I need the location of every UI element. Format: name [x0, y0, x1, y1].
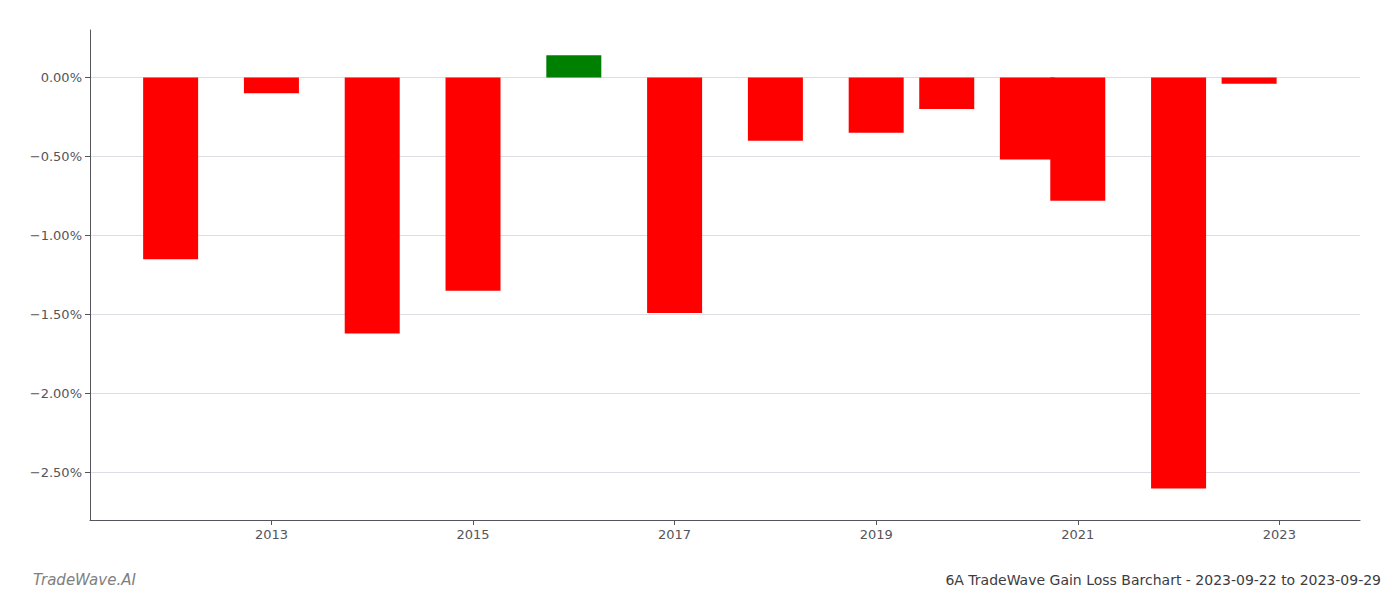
svg-text:−1.50%: −1.50% — [30, 307, 82, 322]
svg-text:0.00%: 0.00% — [41, 70, 82, 85]
svg-text:2021: 2021 — [1061, 527, 1094, 542]
svg-text:−2.50%: −2.50% — [30, 465, 82, 480]
svg-text:2023: 2023 — [1263, 527, 1296, 542]
svg-text:2017: 2017 — [658, 527, 691, 542]
svg-text:6A TradeWave Gain Loss Barchar: 6A TradeWave Gain Loss Barchart - 2023-0… — [945, 572, 1381, 588]
svg-text:−1.00%: −1.00% — [30, 228, 82, 243]
svg-text:−0.50%: −0.50% — [30, 149, 82, 164]
svg-text:2013: 2013 — [255, 527, 288, 542]
svg-text:2019: 2019 — [860, 527, 893, 542]
svg-text:2015: 2015 — [456, 527, 489, 542]
svg-text:−2.00%: −2.00% — [30, 386, 82, 401]
svg-text:TradeWave.AI: TradeWave.AI — [33, 571, 136, 589]
